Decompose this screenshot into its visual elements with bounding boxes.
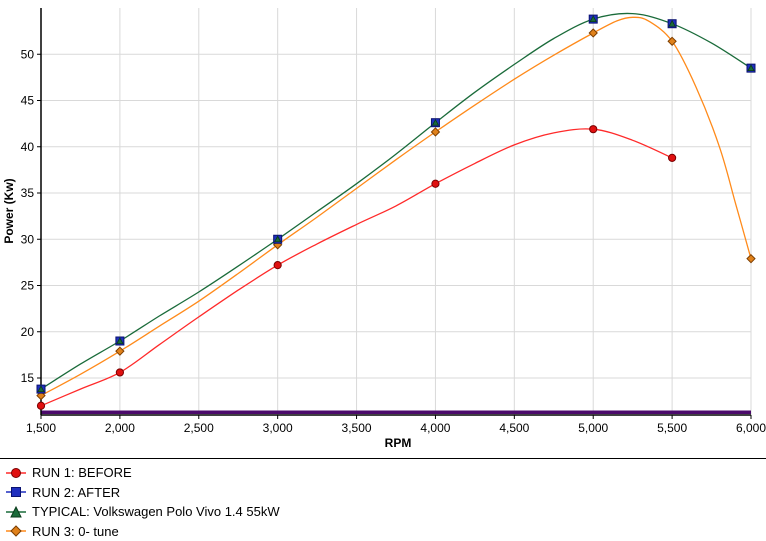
legend-label-run2: RUN 2: AFTER [32, 484, 121, 500]
data-point-diamond [115, 346, 125, 356]
legend-label-run3: RUN 3: 0- tune [32, 523, 119, 539]
x-tick-label: 3,500 [342, 421, 372, 435]
data-point-triangle [273, 235, 282, 243]
series-line [40, 12, 752, 390]
x-axis-ticks: 1,500 2,000 2,500 3,000 3,500 4,000 4,500 5,000… [26, 415, 766, 435]
data-point-diamond [667, 36, 677, 47]
x-tick-label: 4,500 [499, 421, 529, 435]
data-point-circle [273, 261, 282, 270]
data-point-diamond [430, 127, 441, 137]
y-tick-label: 40 [21, 140, 35, 154]
legend-item-run2[interactable]: RUN 2: AFTER [6, 483, 746, 503]
axes [40, 8, 751, 416]
legend-item-run1[interactable]: RUN 1: BEFORE [6, 463, 746, 483]
y-tick-label: 35 [21, 186, 35, 200]
x-tick-label: 1,500 [26, 421, 56, 435]
y-tick-label: 15 [21, 371, 35, 385]
y-tick-label: 25 [21, 279, 35, 293]
x-axis-title: RPM [385, 436, 412, 450]
legend-label-run1: RUN 1: BEFORE [32, 465, 132, 481]
data-point-circle [589, 125, 598, 134]
data-point-triangle [747, 64, 755, 72]
x-tick-label: 2,000 [105, 421, 135, 435]
y-tick-label: 30 [21, 232, 35, 246]
x-tick-label: 4,000 [420, 421, 450, 435]
x-tick-label: 3,000 [263, 421, 293, 435]
data-point-triangle [668, 19, 676, 27]
legend: RUN 1: BEFORE RUN 2: AFTER TYPICAL: Volk… [6, 463, 746, 541]
legend-square-icon [6, 487, 26, 498]
data-point-triangle [589, 15, 597, 23]
legend-diamond-icon [6, 525, 26, 537]
y-axis-title: Power (Kw) [2, 178, 16, 243]
data-point-diamond [746, 253, 756, 264]
y-tick-label: 20 [21, 325, 35, 339]
y-tick-label: 50 [21, 47, 35, 61]
series-line [40, 128, 673, 407]
data-point-circle [115, 368, 124, 377]
x-tick-label: 5,000 [578, 421, 608, 435]
data-point-circle [36, 401, 46, 410]
x-tick-label: 6,000 [736, 421, 766, 435]
series-lines [40, 12, 752, 407]
data-point-triangle [431, 118, 440, 126]
series-markers [36, 14, 756, 410]
legend-label-typical: TYPICAL: Volkswagen Polo Vivo 1.4 55kW [32, 504, 280, 520]
y-axis-ticks: 15 20 25 30 35 40 45 50 [21, 47, 41, 385]
legend-item-run3[interactable]: RUN 3: 0- tune [6, 522, 746, 541]
legend-circle-icon [6, 467, 26, 478]
legend-item-typical[interactable]: TYPICAL: Volkswagen Polo Vivo 1.4 55kW [6, 502, 746, 522]
data-point-triangle [37, 385, 45, 393]
grid [40, 8, 752, 415]
y-tick-label: 45 [21, 94, 35, 108]
series-line [40, 16, 752, 397]
x-tick-label: 2,500 [184, 421, 214, 435]
data-point-circle [668, 153, 677, 162]
data-point-circle [431, 179, 440, 188]
power-chart: 1,500 2,000 2,500 3,000 3,500 4,000 4,500 5,000… [2, 8, 766, 450]
data-point-triangle [116, 337, 124, 344]
x-tick-label: 5,500 [657, 421, 687, 435]
legend-divider [0, 458, 766, 459]
legend-triangle-icon [6, 505, 26, 518]
data-point-diamond [588, 28, 598, 38]
